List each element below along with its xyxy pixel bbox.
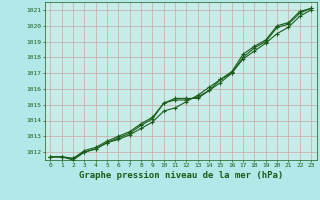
X-axis label: Graphe pression niveau de la mer (hPa): Graphe pression niveau de la mer (hPa)	[79, 171, 283, 180]
